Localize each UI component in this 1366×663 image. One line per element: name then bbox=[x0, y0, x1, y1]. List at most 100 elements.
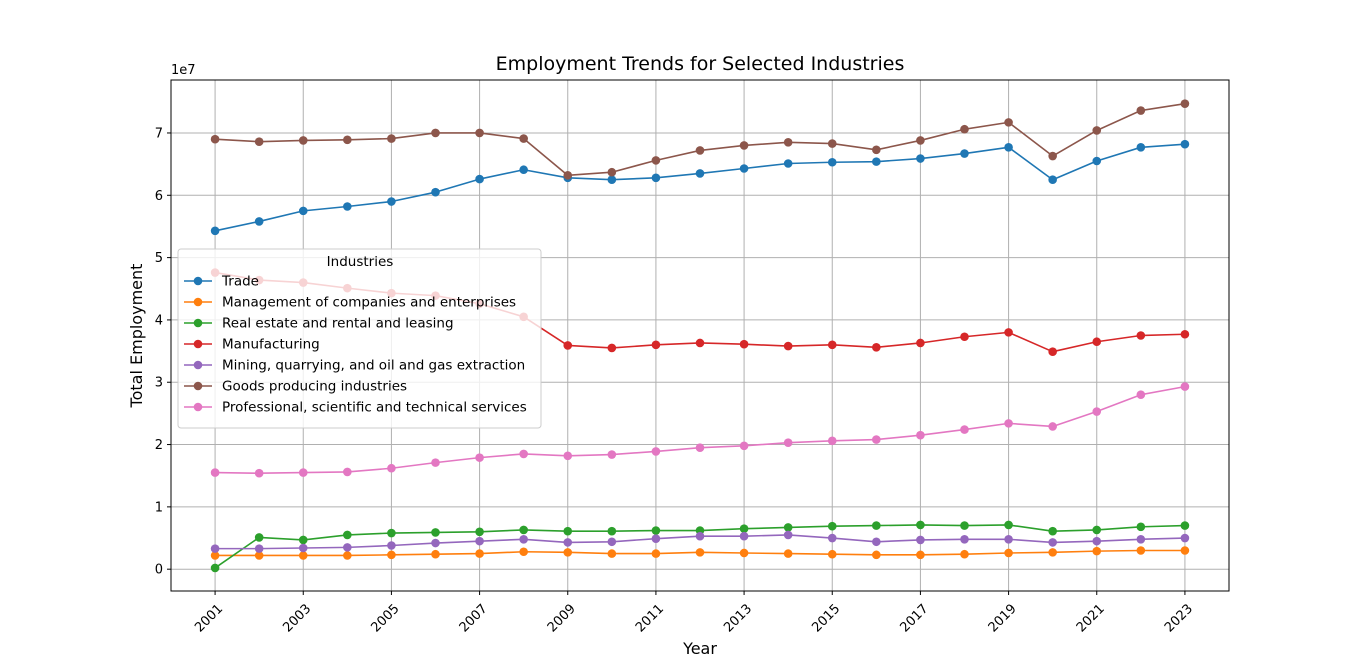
data-point bbox=[254, 533, 264, 542]
data-point bbox=[827, 139, 837, 148]
legend-label: Real estate and rental and leasing bbox=[222, 316, 454, 332]
data-point bbox=[1136, 143, 1146, 152]
y-tick-label: 7 bbox=[155, 126, 163, 141]
data-point bbox=[431, 549, 440, 559]
data-point bbox=[695, 338, 705, 348]
data-point bbox=[739, 531, 749, 541]
data-point bbox=[431, 538, 440, 548]
data-point bbox=[960, 549, 969, 559]
data-point bbox=[1048, 548, 1057, 557]
data-point bbox=[607, 526, 617, 536]
data-point bbox=[343, 551, 352, 560]
legend-label: Professional, scientific and technical s… bbox=[222, 400, 527, 416]
y-tick-label: 3 bbox=[155, 376, 163, 391]
data-point bbox=[431, 458, 440, 467]
data-point bbox=[872, 550, 881, 560]
data-point bbox=[960, 124, 969, 134]
legend-item: Professional, scientific and technical s… bbox=[184, 400, 527, 416]
legend-items: Trade Management of companies and enterpr… bbox=[184, 274, 527, 416]
legend-marker bbox=[193, 339, 203, 349]
x-tick-label: 2017 bbox=[898, 601, 932, 635]
data-point bbox=[916, 154, 925, 163]
data-point bbox=[1048, 175, 1057, 185]
x-tick-label: 2021 bbox=[1074, 601, 1108, 635]
data-point bbox=[739, 548, 749, 558]
data-point bbox=[475, 128, 484, 138]
data-point bbox=[872, 537, 881, 547]
data-point bbox=[916, 535, 925, 545]
data-point bbox=[298, 136, 308, 145]
data-point bbox=[916, 430, 925, 440]
data-point bbox=[739, 339, 749, 349]
data-point bbox=[387, 197, 396, 206]
data-point bbox=[1092, 156, 1102, 166]
data-point bbox=[254, 468, 264, 478]
data-point bbox=[827, 157, 837, 167]
data-point bbox=[519, 165, 528, 175]
data-point bbox=[783, 549, 793, 558]
legend-marker bbox=[193, 360, 203, 370]
data-point bbox=[1136, 522, 1146, 532]
legend-label: Manufacturing bbox=[222, 337, 320, 353]
data-point bbox=[1004, 548, 1013, 558]
y-offset-label: 1e7 bbox=[171, 63, 196, 78]
data-point bbox=[739, 524, 749, 533]
data-point bbox=[387, 463, 396, 473]
data-point bbox=[872, 435, 881, 444]
data-point bbox=[695, 531, 705, 541]
data-point bbox=[1048, 422, 1057, 431]
data-point bbox=[827, 340, 837, 350]
data-point bbox=[1092, 407, 1102, 416]
data-point bbox=[783, 138, 793, 147]
data-point bbox=[1180, 533, 1190, 543]
x-axis-label: Year bbox=[682, 639, 717, 658]
data-point bbox=[210, 563, 220, 573]
legend-label: Mining, quarrying, and oil and gas extra… bbox=[222, 358, 525, 374]
legend-label: Goods producing industries bbox=[222, 379, 407, 395]
y-tick-label: 4 bbox=[155, 313, 163, 328]
legend-label: Trade bbox=[221, 274, 259, 290]
data-point bbox=[298, 206, 308, 216]
data-point bbox=[651, 526, 661, 535]
data-point bbox=[960, 149, 969, 158]
data-point bbox=[210, 468, 220, 477]
legend-item: Mining, quarrying, and oil and gas extra… bbox=[184, 358, 525, 374]
data-point bbox=[475, 453, 484, 462]
data-point bbox=[431, 528, 440, 537]
y-tick-label: 1 bbox=[155, 500, 163, 515]
data-point bbox=[695, 169, 705, 178]
data-point bbox=[1004, 328, 1013, 337]
data-point bbox=[1092, 525, 1102, 535]
data-point bbox=[783, 523, 793, 532]
data-point bbox=[519, 547, 528, 557]
data-point bbox=[651, 340, 661, 350]
data-point bbox=[519, 525, 528, 535]
data-point bbox=[783, 530, 793, 540]
data-point bbox=[783, 438, 793, 447]
data-point bbox=[387, 550, 396, 560]
data-point bbox=[343, 202, 352, 211]
legend-marker bbox=[193, 318, 203, 328]
data-point bbox=[1180, 521, 1190, 530]
data-point bbox=[1048, 151, 1057, 161]
series-line bbox=[214, 143, 1185, 232]
legend-item: Trade bbox=[184, 274, 259, 290]
data-point bbox=[1180, 139, 1190, 149]
x-axis: 2001 2003 2005 2007 2009 2011 2013 2015 2017 2019… bbox=[192, 591, 1196, 636]
data-point bbox=[475, 527, 484, 537]
data-point bbox=[607, 537, 617, 547]
data-point bbox=[1004, 534, 1013, 544]
data-point bbox=[210, 544, 220, 553]
data-point bbox=[651, 173, 661, 183]
data-point bbox=[607, 167, 617, 177]
data-point bbox=[695, 443, 705, 452]
x-tick-label: 2011 bbox=[633, 601, 667, 635]
series-6 bbox=[210, 382, 1190, 478]
x-tick-label: 2019 bbox=[986, 601, 1020, 635]
data-point bbox=[563, 451, 573, 461]
data-point bbox=[475, 536, 484, 546]
series-4 bbox=[210, 530, 1190, 553]
data-point bbox=[475, 174, 484, 184]
data-point bbox=[607, 175, 617, 185]
data-point bbox=[1180, 99, 1190, 108]
